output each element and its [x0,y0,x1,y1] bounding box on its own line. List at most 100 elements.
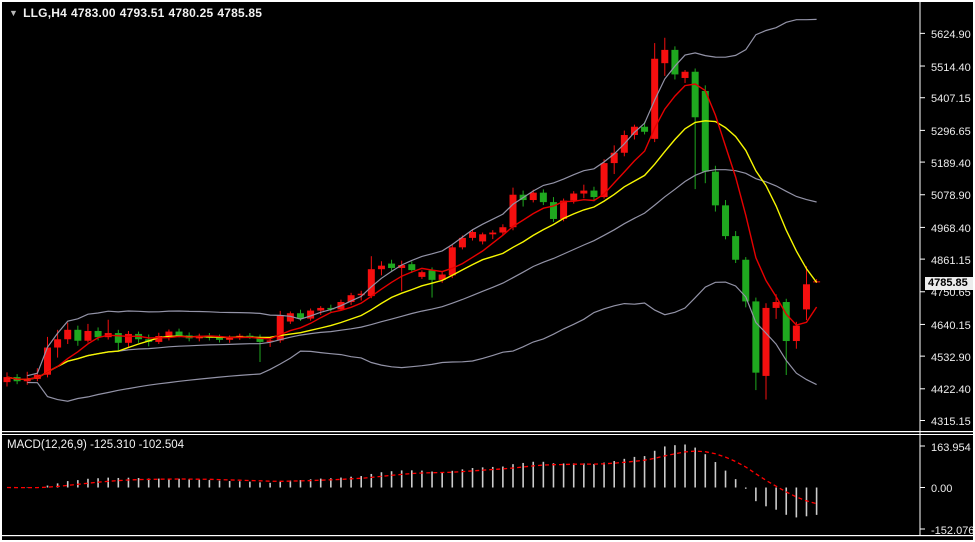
panel-separator[interactable] [2,431,973,433]
candle-body [732,236,740,260]
price-tick-label: 5407.15 [931,93,971,106]
candle-body [661,49,669,64]
bar-high-value: 4793.51 [119,6,165,20]
bollinger-lower-line [27,281,817,402]
macd-signal-line [6,450,817,505]
candle-body [124,333,132,343]
candle-body [691,71,699,118]
macd-axis-label: 163.954 [931,441,971,454]
candle-body [23,378,31,382]
candle-body [681,71,689,78]
price-tick-label: 5514.40 [931,61,971,74]
candle-body [266,340,274,342]
candle-body [94,330,102,338]
current-price-tag: 4785.85 [925,277,973,291]
candle-body [347,295,355,303]
candle-body [701,90,709,172]
candle-body [418,272,426,277]
candle-body [357,293,365,296]
candle-body [772,302,780,308]
candle-body [509,194,517,228]
candle-body [33,374,41,379]
candle-body [74,329,82,341]
candle-body [388,263,396,269]
slow-ma-line [6,120,818,380]
candle-body [286,313,294,322]
symbol-marker-icon[interactable]: ▼ [9,8,19,18]
bar-close-value: 4785.85 [217,6,263,20]
candle-body [570,193,578,201]
price-tick-label: 4422.40 [931,384,971,397]
candle-body [327,307,335,310]
candle-body [499,227,507,233]
price-tick-label: 5296.65 [931,125,971,138]
bar-open-value: 4783.00 [70,6,116,20]
price-tick-label: 4315.15 [931,415,971,428]
symbol-period-label: LLG,H4 [23,6,67,20]
candle-body [580,190,588,194]
chart-title: ▼ LLG,H4 4783.00 4793.51 4780.25 4785.85 [9,6,266,20]
candle-body [317,307,325,311]
candle-body [377,265,385,270]
price-tick-label: 4532.90 [931,351,971,364]
macd-axis-label: 0.00 [931,483,953,495]
candle-body [742,259,750,302]
candle-body [408,264,416,271]
price-tick-label: 4968.40 [931,222,971,235]
fast-ma-line [6,83,818,380]
candle-body [539,192,547,203]
price-tick-label: 5189.40 [931,157,971,170]
candle-body [549,202,557,219]
candle-body [469,231,477,238]
candle-body [560,200,568,219]
price-tick-label: 5078.90 [931,190,971,203]
candle-body [175,331,183,336]
price-tick-label: 5624.90 [931,28,971,41]
candle-body [216,337,224,340]
candle-body [246,335,254,338]
candle-body [722,205,730,237]
candle-body [600,163,608,198]
candle-body [458,237,466,248]
candle-body [802,284,810,310]
candle-body [448,247,456,276]
panel-separator[interactable] [2,434,973,435]
candle-body [428,270,436,280]
candle-body [529,192,537,201]
candle-body [307,310,315,319]
candle-body [165,331,173,337]
candle-body [752,301,760,373]
price-tick-label: 4861.15 [931,254,971,267]
candle-body [671,49,679,75]
candle-body [256,337,264,342]
macd-histogram [16,444,818,518]
candle-body [630,126,638,136]
candles-layer [3,37,821,400]
macd-axis-label: -152.076 [931,524,975,537]
candle-body [438,274,446,280]
candle-body [641,126,649,132]
candle-body [54,339,62,348]
macd-indicator-label: MACD(12,26,9) -125.310 -102.504 [7,439,185,451]
candle-body [610,152,618,164]
candle-body [792,325,800,342]
candle-body [711,171,719,206]
bar-low-value: 4780.25 [168,6,214,20]
bollinger-middle-line [27,169,817,380]
bollinger-upper-line [27,18,817,377]
candle-body [489,232,497,235]
panel-bottom-border [2,535,973,537]
candle-body [479,234,487,242]
candle-body [84,330,92,341]
candle-body [43,347,51,375]
candle-body [155,336,163,342]
candle-body [3,377,11,383]
candle-body [762,307,770,376]
candle-body [782,302,790,342]
candle-body [114,333,122,343]
candle-body [226,337,234,340]
candle-body [64,329,72,340]
candle-body [590,190,598,198]
